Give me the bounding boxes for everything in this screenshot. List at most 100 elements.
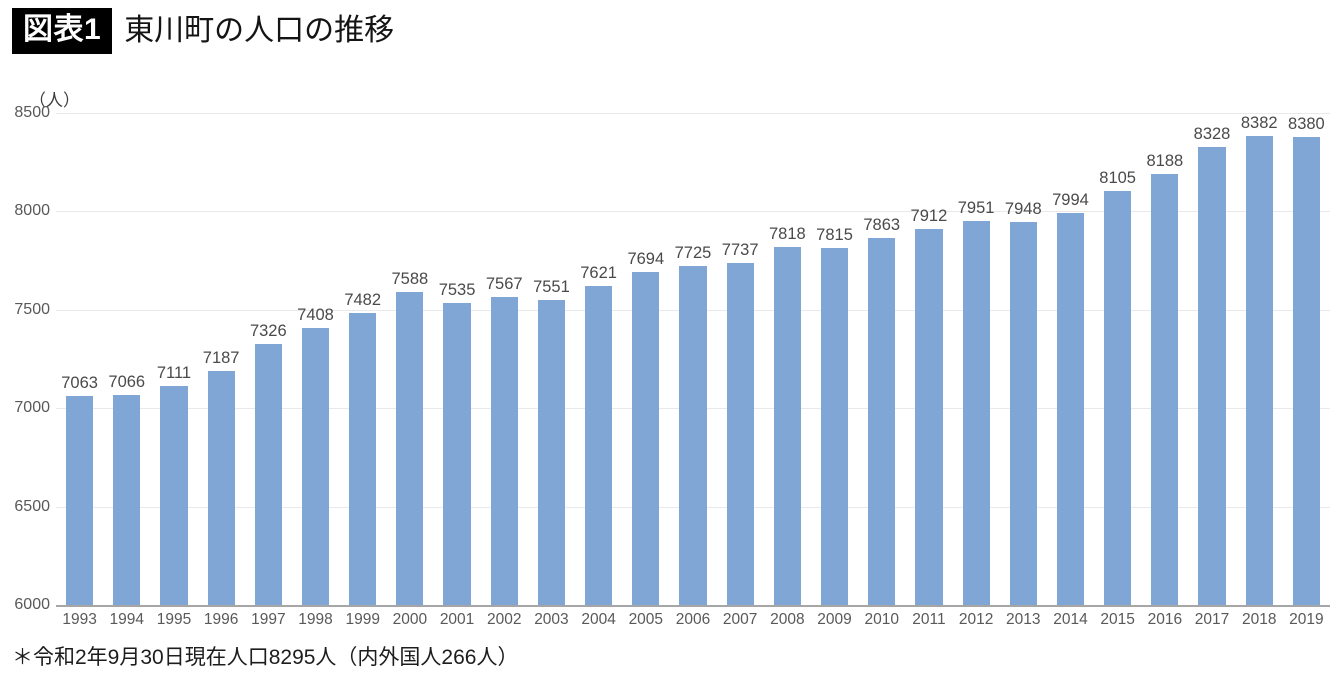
x-axis-tick-label: 2015 (1100, 611, 1135, 628)
bar[interactable] (1104, 190, 1132, 605)
bar-slot: 8380 (1283, 113, 1330, 605)
bar[interactable] (113, 395, 141, 605)
bar-slot: 8328 (1188, 113, 1235, 605)
x-axis-tick-label: 2010 (864, 611, 899, 628)
x-axis-tick-label: 1993 (62, 611, 97, 628)
bar[interactable] (820, 247, 849, 605)
y-axis-tick-label: 7000 (14, 399, 50, 417)
bar-slot: 8382 (1236, 113, 1283, 605)
y-axis-tick-label: 8000 (14, 202, 50, 220)
bar-value-label: 8188 (1146, 152, 1184, 171)
x-axis-tick-label: 2006 (675, 611, 711, 628)
gridline (56, 113, 1330, 114)
footnote: ＊令和2年9月30日現在人口8295人（内外国人266人） (12, 646, 519, 669)
bar[interactable] (1292, 136, 1320, 605)
y-axis-tick-label: 8500 (14, 104, 50, 121)
bar[interactable] (1009, 221, 1037, 605)
bar-slot: 7482 (339, 113, 386, 605)
bar-value-label: 7725 (674, 243, 712, 262)
bar[interactable] (585, 286, 613, 605)
bar[interactable] (537, 299, 566, 605)
bar-slot: 7818 (764, 113, 811, 605)
bar-slot: 7994 (1047, 113, 1094, 605)
x-axis-tick-label: 1996 (203, 611, 239, 628)
chart-title: 東川町の人口の推移 (124, 14, 395, 47)
bar-value-label: 8380 (1288, 114, 1325, 133)
x-axis-tick-label: 2007 (722, 611, 758, 628)
population-bar-chart: （人） 6000 6500 7000 7500 8000 8500 7063 7066 711… (0, 86, 1340, 634)
bar-slot: 7187 (198, 113, 245, 605)
x-axis-tick-label: 2016 (1147, 611, 1183, 628)
bar-series: 7063 7066 7111 7187 7326 7408 7482 7588 7535 7567… (56, 113, 1330, 605)
bar-slot: 7948 (1000, 113, 1047, 605)
bar-slot: 7694 (622, 113, 669, 605)
bar-slot: 7737 (717, 113, 764, 605)
bar-value-label: 7588 (391, 270, 429, 289)
y-axis-tick-label: 6000 (14, 596, 50, 613)
bar-value-label: 7551 (533, 277, 570, 296)
bar-value-label: 7063 (61, 373, 98, 392)
bar-slot: 7326 (245, 113, 292, 605)
bar-value-label: 8328 (1193, 124, 1231, 143)
bar-value-label: 7111 (156, 364, 192, 383)
bar[interactable] (679, 265, 707, 605)
bar[interactable] (160, 386, 188, 605)
x-axis-tick-label: 1998 (298, 611, 333, 628)
x-axis-line (56, 605, 1330, 607)
bar-value-label: 7535 (438, 280, 476, 299)
bar-slot: 7621 (575, 113, 622, 605)
bar[interactable] (254, 344, 282, 605)
bar-value-label: 7621 (580, 264, 617, 282)
bar[interactable] (1151, 174, 1179, 605)
bar-value-label: 7948 (1004, 199, 1042, 218)
bar[interactable] (207, 371, 235, 605)
bar[interactable] (1245, 136, 1273, 605)
x-axis-tick-label: 2012 (958, 611, 994, 628)
bar-slot: 7408 (292, 113, 339, 605)
bar-slot: 7063 (56, 113, 103, 605)
x-axis-tick-label: 1995 (156, 611, 192, 628)
bar-value-label: 7815 (816, 225, 853, 244)
bar-slot: 7912 (905, 113, 952, 605)
bar[interactable] (962, 221, 990, 605)
bar[interactable] (66, 395, 94, 605)
page-title: 図表1 東川町の人口の推移 (12, 8, 394, 54)
bar[interactable] (1056, 212, 1085, 605)
bar-value-label: 7818 (768, 225, 806, 244)
bar-value-label: 7187 (202, 349, 240, 368)
bar-slot: 7111 (150, 113, 197, 605)
bar-slot: 8188 (1141, 113, 1188, 605)
x-axis-tick-label: 1999 (345, 611, 380, 628)
x-axis-tick-label: 2004 (581, 611, 616, 628)
x-axis-tick-label: 2001 (439, 611, 475, 628)
bar-slot: 7951 (953, 113, 1000, 605)
y-axis: 6000 6500 7000 7500 8000 8500 (0, 104, 50, 613)
bar-value-label: 7567 (485, 274, 523, 293)
bar[interactable] (915, 228, 943, 605)
bar[interactable] (632, 271, 660, 605)
bar-slot: 8105 (1094, 113, 1141, 605)
bar[interactable] (349, 313, 377, 605)
bar-slot: 7815 (811, 113, 858, 605)
bar[interactable] (301, 327, 330, 605)
bar-slot: 7725 (669, 113, 716, 605)
x-axis-tick-label: 2003 (534, 611, 569, 628)
y-axis-tick-label: 7500 (14, 300, 50, 318)
figure-number-badge: 図表1 (12, 8, 113, 54)
bar-slot: 7535 (433, 113, 480, 605)
x-axis-tick-label: 2009 (817, 611, 852, 628)
bar-value-label: 7482 (344, 291, 382, 310)
bar[interactable] (443, 302, 471, 605)
bar-slot: 7567 (481, 113, 528, 605)
x-axis-tick-label: 2005 (628, 611, 664, 628)
bar[interactable] (396, 292, 424, 605)
bar-slot: 7588 (386, 113, 433, 605)
x-axis-tick-label: 2002 (487, 611, 522, 628)
bar-value-label: 7994 (1052, 190, 1089, 209)
bar[interactable] (868, 238, 896, 605)
x-axis-tick-label: 2018 (1241, 611, 1277, 628)
bar[interactable] (1198, 146, 1226, 605)
bar[interactable] (490, 296, 518, 605)
bar[interactable] (773, 247, 801, 605)
bar[interactable] (726, 263, 754, 605)
